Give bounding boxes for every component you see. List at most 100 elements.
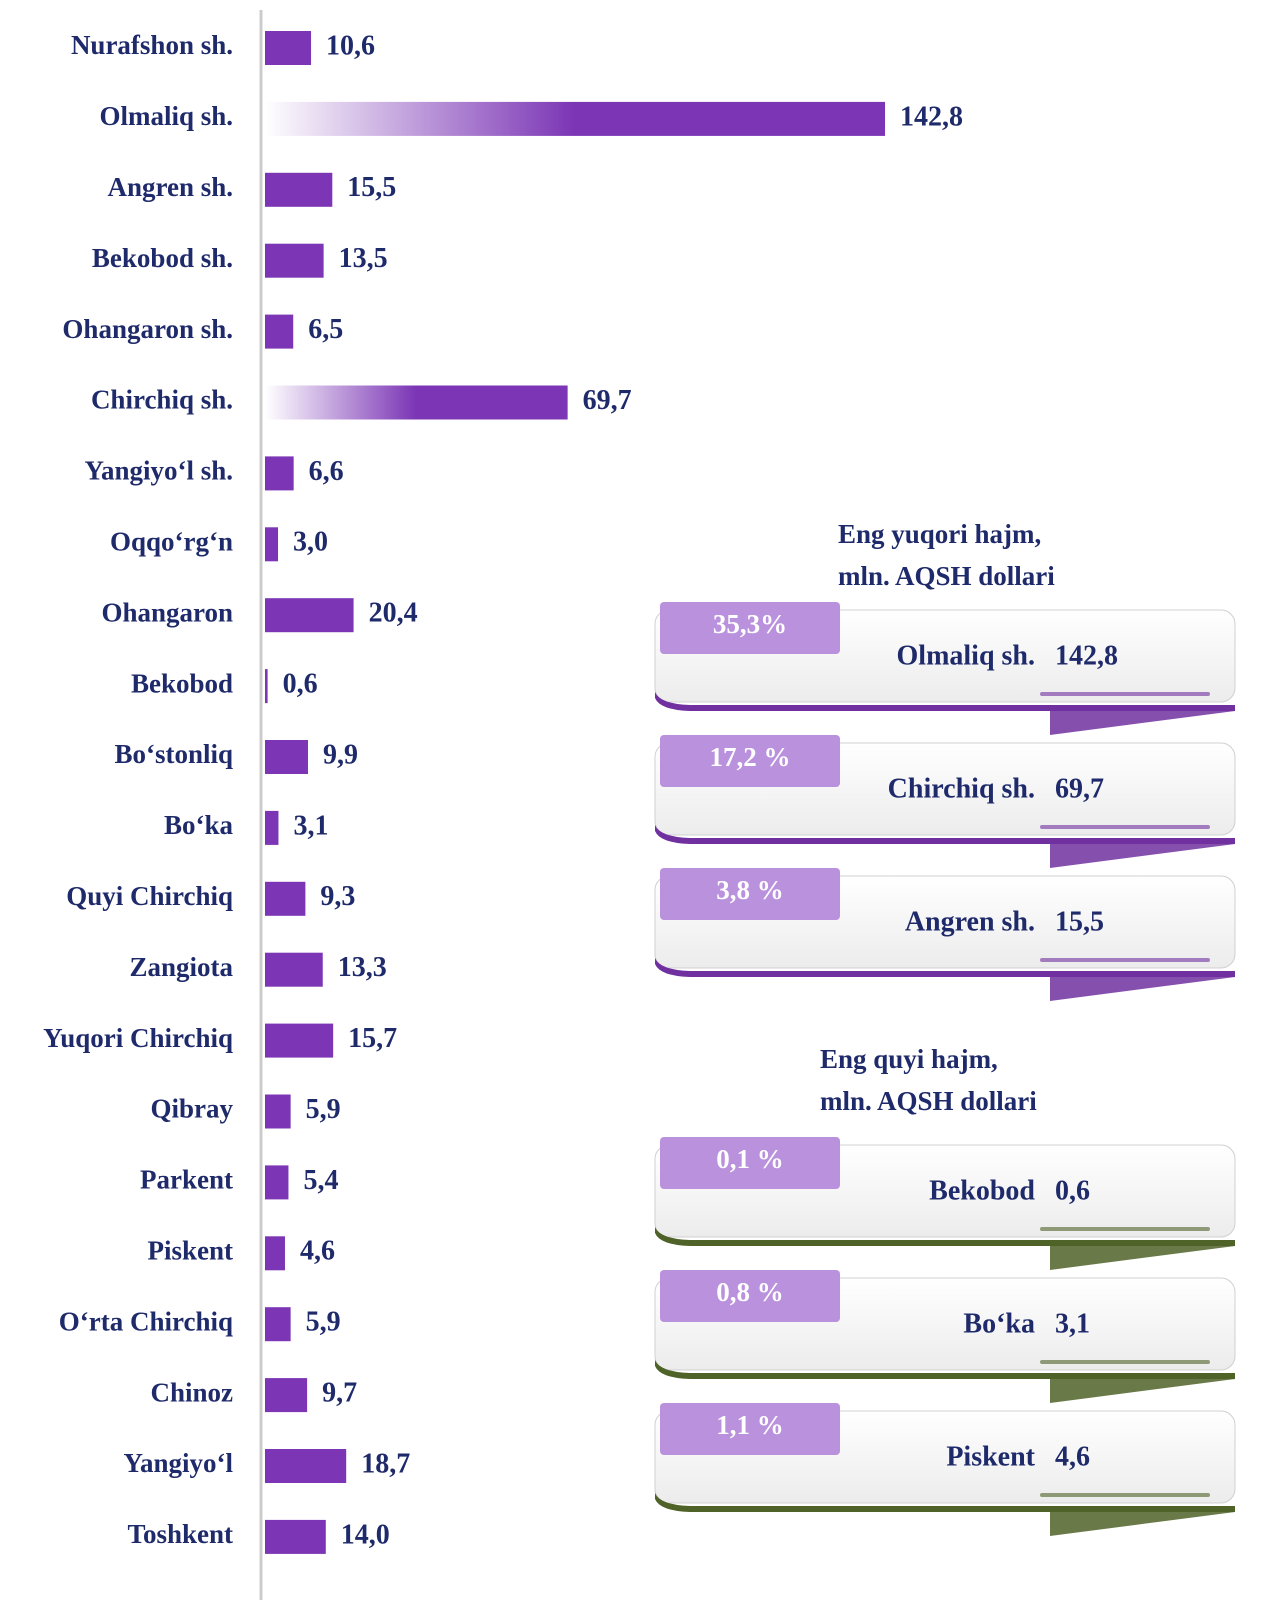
value-label: 9,3 xyxy=(320,881,355,912)
panel-ribbon xyxy=(655,1227,1235,1246)
bar xyxy=(265,810,279,845)
bar xyxy=(265,527,279,562)
value-label: 15,5 xyxy=(347,172,396,203)
bar xyxy=(265,1236,285,1271)
category-label: O‘rta Chirchiq xyxy=(59,1306,233,1336)
bar xyxy=(265,456,294,491)
item-name: Piskent xyxy=(946,1441,1035,1472)
category-label: Bekobod sh. xyxy=(92,243,233,273)
bar xyxy=(265,172,333,207)
panel-tail xyxy=(1050,1379,1235,1403)
category-label: Yuqori Chirchiq xyxy=(43,1023,233,1053)
item-value: 3,1 xyxy=(1055,1308,1090,1339)
panel-ribbon xyxy=(655,1493,1235,1512)
category-label: Angren sh. xyxy=(107,172,233,202)
category-label: Ohangaron xyxy=(101,597,233,627)
panel-tail xyxy=(1050,1246,1235,1270)
item-name: Angren sh. xyxy=(905,906,1035,937)
bar xyxy=(265,1165,289,1200)
value-label: 69,7 xyxy=(583,385,632,416)
share-badge xyxy=(660,1137,840,1189)
share-label: 3,8 % xyxy=(716,875,784,905)
panel-underline xyxy=(1040,1493,1210,1497)
category-label: Chirchiq sh. xyxy=(91,385,233,415)
item-name: Bo‘ka xyxy=(963,1308,1035,1339)
value-label: 9,7 xyxy=(322,1378,357,1409)
category-label: Qibray xyxy=(150,1094,233,1124)
item-value: 4,6 xyxy=(1055,1441,1090,1472)
panel-underline xyxy=(1040,1360,1210,1364)
item-value: 69,7 xyxy=(1055,773,1104,804)
item-value: 0,6 xyxy=(1055,1175,1090,1206)
category-label: Nurafshon sh. xyxy=(71,30,233,60)
bar xyxy=(265,1378,308,1413)
bar xyxy=(265,598,354,633)
value-label: 20,4 xyxy=(369,598,418,629)
value-label: 15,7 xyxy=(348,1023,397,1054)
bar xyxy=(265,881,306,916)
panel-underline xyxy=(1040,958,1210,962)
share-badge xyxy=(660,735,840,787)
bar xyxy=(265,385,568,420)
bar xyxy=(265,1519,326,1554)
share-badge xyxy=(660,602,840,654)
bar xyxy=(265,1307,291,1342)
item-name: Olmaliq sh. xyxy=(897,640,1035,671)
bar xyxy=(265,101,885,136)
share-label: 35,3% xyxy=(713,609,787,639)
panel-tail xyxy=(1050,1512,1235,1536)
panel-title: mln. AQSH dollari xyxy=(820,1086,1037,1116)
value-label: 0,6 xyxy=(283,669,318,700)
value-label: 5,4 xyxy=(303,1165,338,1196)
value-label: 18,7 xyxy=(361,1448,410,1479)
panel-ribbon xyxy=(655,1360,1235,1379)
category-label: Bo‘ka xyxy=(164,810,234,840)
share-badge xyxy=(660,868,840,920)
bar xyxy=(265,1094,291,1129)
bar xyxy=(265,952,323,987)
share-label: 0,8 % xyxy=(716,1277,784,1307)
value-label: 5,9 xyxy=(306,1307,341,1338)
panel-title: mln. AQSH dollari xyxy=(838,561,1055,591)
share-label: 17,2 % xyxy=(710,742,791,772)
value-label: 13,5 xyxy=(339,243,388,274)
item-value: 142,8 xyxy=(1055,640,1118,671)
value-label: 10,6 xyxy=(326,30,375,61)
panel-underline xyxy=(1040,825,1210,829)
share-label: 0,1 % xyxy=(716,1144,784,1174)
bar xyxy=(265,1449,347,1483)
bar xyxy=(265,31,312,65)
category-label: Zangiota xyxy=(129,952,233,982)
panel-title: Eng quyi hajm, xyxy=(820,1044,998,1074)
category-label: Oqqo‘rg‘n xyxy=(110,527,233,557)
value-label: 6,5 xyxy=(308,314,343,345)
bar xyxy=(265,740,308,774)
value-label: 5,9 xyxy=(306,1094,341,1125)
category-label: Yangiyo‘l sh. xyxy=(84,456,233,486)
bar xyxy=(265,314,294,349)
value-label: 13,3 xyxy=(338,952,387,983)
panel-tail xyxy=(1050,844,1235,868)
value-label: 9,9 xyxy=(323,739,358,770)
category-label: Yangiyo‘l xyxy=(123,1448,233,1478)
panel-ribbon xyxy=(655,825,1235,844)
value-label: 3,1 xyxy=(293,810,328,841)
category-label: Bo‘stonliq xyxy=(114,739,233,769)
panel-tail xyxy=(1050,977,1235,1001)
bar xyxy=(265,669,268,704)
share-label: 1,1 % xyxy=(716,1410,784,1440)
value-label: 3,0 xyxy=(293,527,328,558)
value-label: 4,6 xyxy=(300,1236,335,1267)
panel-underline xyxy=(1040,692,1210,696)
category-label: Bekobod xyxy=(131,668,233,698)
bar xyxy=(265,1023,334,1058)
item-name: Chirchiq sh. xyxy=(888,773,1035,804)
share-badge xyxy=(660,1403,840,1455)
panel-underline xyxy=(1040,1227,1210,1231)
category-label: Olmaliq sh. xyxy=(99,101,233,131)
category-label: Chinoz xyxy=(150,1377,233,1407)
panel-tail xyxy=(1050,711,1235,735)
category-label: Quyi Chirchiq xyxy=(66,881,233,911)
panel-title: Eng yuqori hajm, xyxy=(838,519,1041,549)
